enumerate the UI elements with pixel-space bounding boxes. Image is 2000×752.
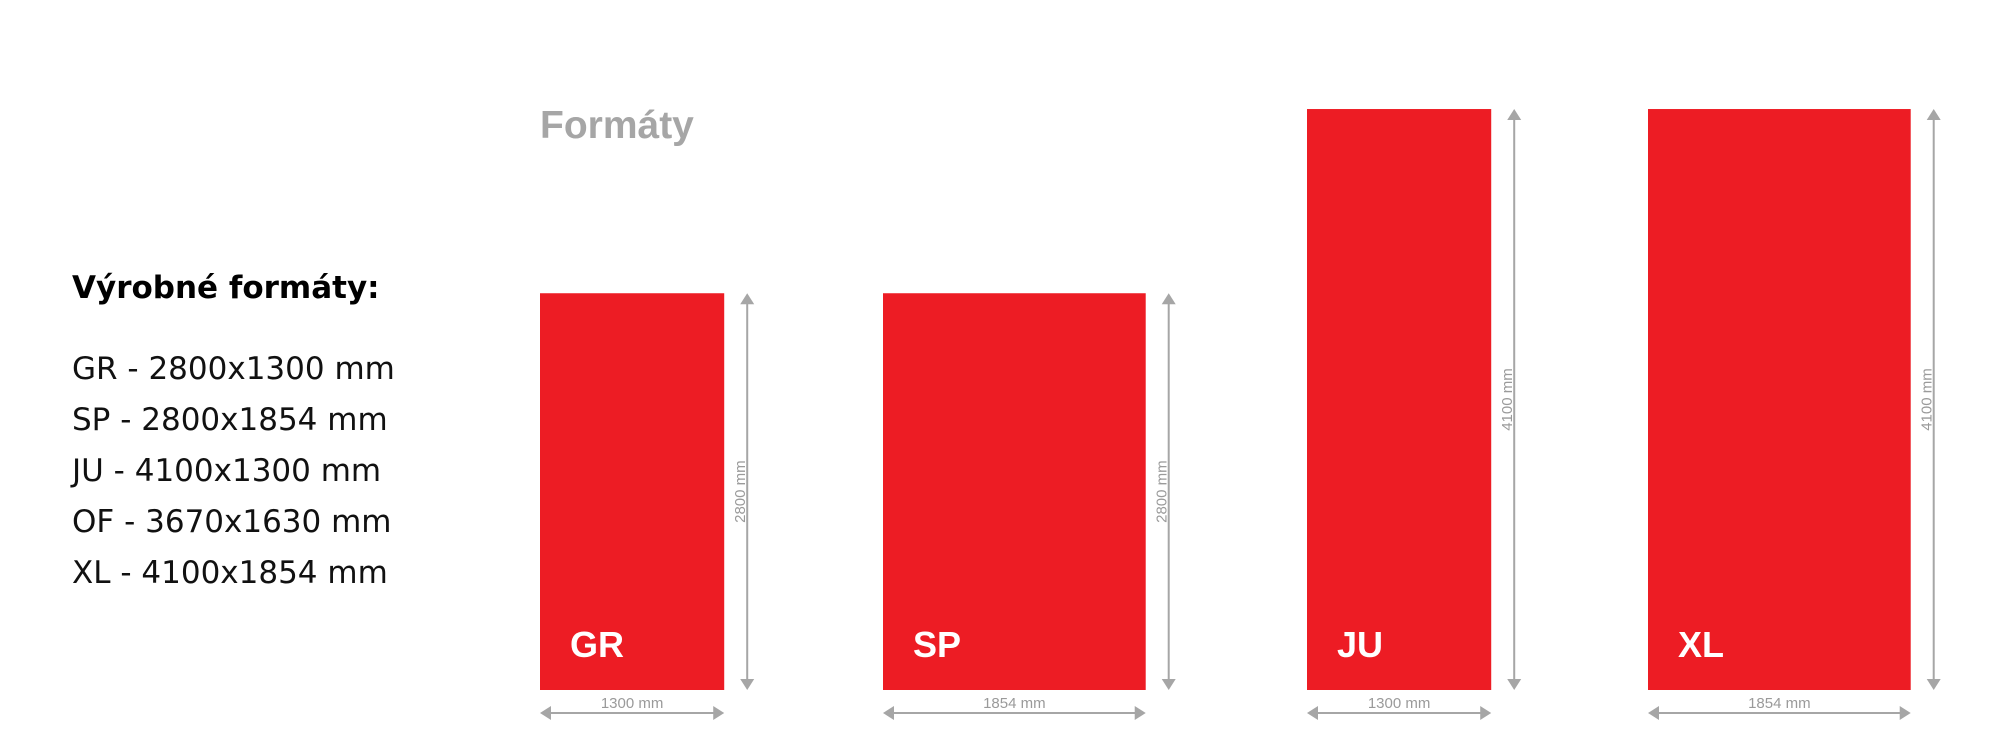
width-arrow-left-sp <box>883 706 894 720</box>
production-formats-panel: Výrobné formáty: GR - 2800x1300 mm SP - … <box>72 270 395 599</box>
width-arrow-left-xl <box>1648 706 1659 720</box>
width-arrow-right-ju <box>1480 706 1492 720</box>
height-label-gr: 2800 mm <box>732 460 749 523</box>
height-arrow-bottom-gr <box>740 679 755 690</box>
format-panel-ju <box>1307 109 1492 690</box>
format-panel-gr <box>540 293 725 690</box>
width-label-sp: 1854 mm <box>983 695 1046 712</box>
height-arrow-bottom-xl <box>1926 679 1941 690</box>
format-spec-gr: GR - 2800x1300 mm <box>72 351 395 387</box>
format-panel-sp <box>883 293 1146 690</box>
format-spec-list: GR - 2800x1300 mm SP - 2800x1854 mm JU -… <box>72 344 395 599</box>
width-arrow-left-ju <box>1307 706 1318 720</box>
width-arrow-left-gr <box>540 706 551 720</box>
format-label-ju: JU <box>1337 624 1383 665</box>
height-arrow-bottom-ju <box>1507 679 1522 690</box>
format-spec-xl: XL - 4100x1854 mm <box>72 555 388 591</box>
height-arrow-top-xl <box>1926 109 1941 121</box>
format-label-sp: SP <box>913 624 961 665</box>
width-arrow-right-gr <box>713 706 725 720</box>
height-arrow-top-sp <box>1161 293 1176 305</box>
format-panel-xl <box>1648 109 1911 690</box>
format-spec-ju: JU - 4100x1300 mm <box>72 453 382 489</box>
format-spec-of: OF - 3670x1630 mm <box>72 504 392 540</box>
width-arrow-right-xl <box>1899 706 1911 720</box>
height-label-xl: 4100 mm <box>1919 368 1936 431</box>
format-spec-sp: SP - 2800x1854 mm <box>72 402 388 438</box>
width-arrow-right-sp <box>1134 706 1146 720</box>
height-label-sp: 2800 mm <box>1154 460 1171 523</box>
format-label-xl: XL <box>1678 624 1724 665</box>
width-label-xl: 1854 mm <box>1748 695 1811 712</box>
height-arrow-top-ju <box>1507 109 1522 121</box>
height-arrow-bottom-sp <box>1161 679 1176 690</box>
width-label-ju: 1300 mm <box>1368 695 1431 712</box>
width-label-gr: 1300 mm <box>601 695 664 712</box>
production-formats-title: Výrobné formáty: <box>72 270 380 306</box>
height-arrow-top-gr <box>740 293 755 305</box>
diagram-title: Formáty <box>540 104 694 147</box>
format-label-gr: GR <box>570 624 624 665</box>
height-label-ju: 4100 mm <box>1499 368 1516 431</box>
